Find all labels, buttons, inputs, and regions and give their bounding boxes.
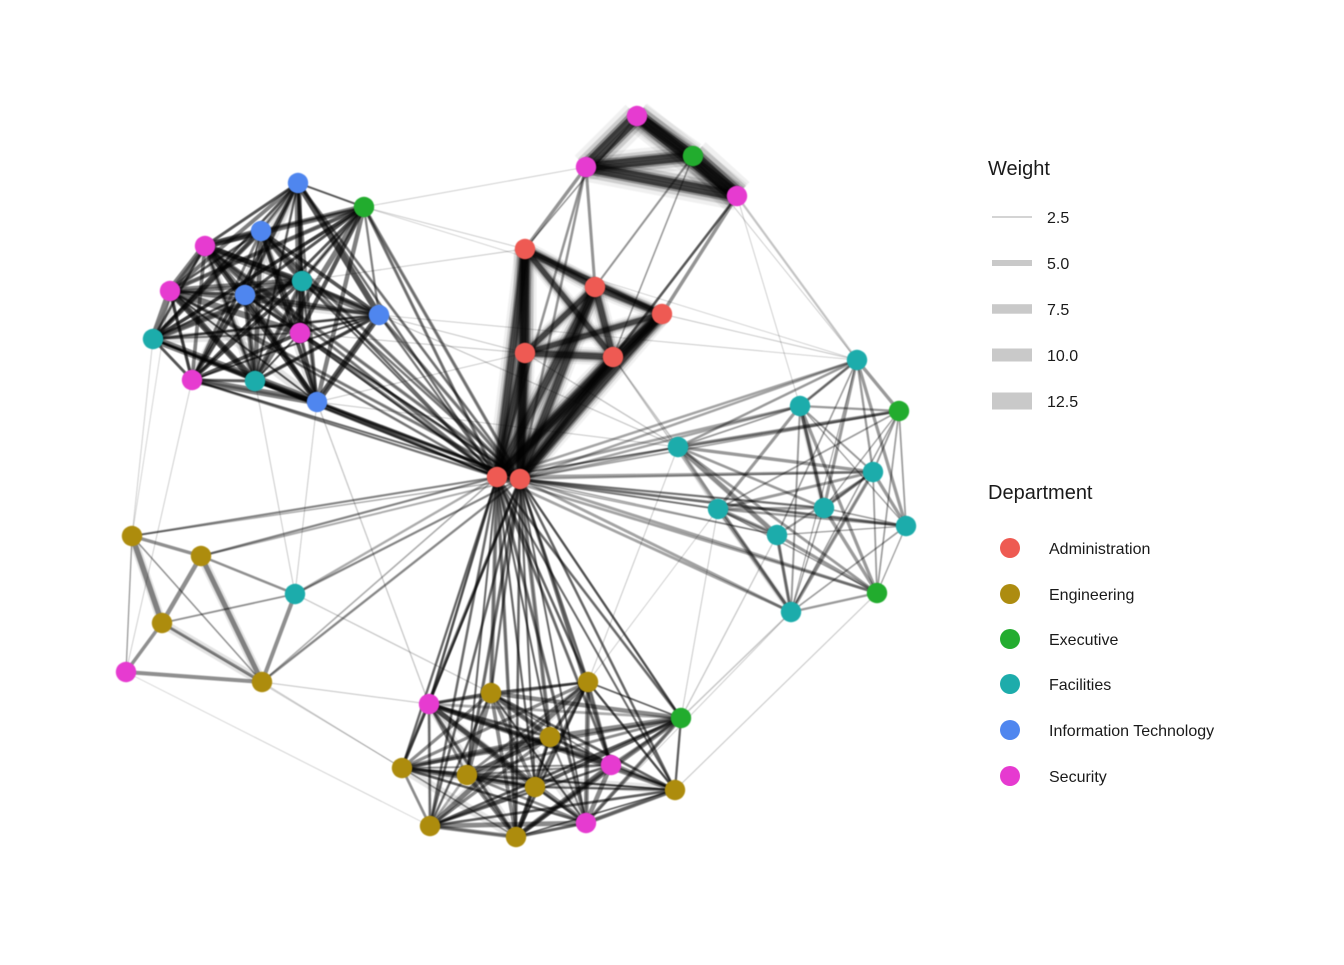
svg-text:5.0: 5.0 [1047,256,1069,273]
svg-text:Administration: Administration [1049,541,1150,558]
svg-text:12.5: 12.5 [1047,394,1078,411]
svg-text:Information Technology: Information Technology [1049,723,1214,740]
svg-text:Facilities: Facilities [1049,677,1111,694]
svg-text:Weight: Weight [988,158,1050,180]
svg-text:Executive: Executive [1049,632,1118,649]
svg-text:10.0: 10.0 [1047,348,1078,365]
svg-text:7.5: 7.5 [1047,302,1069,319]
svg-text:2.5: 2.5 [1047,210,1069,227]
svg-text:Engineering: Engineering [1049,587,1134,604]
svg-text:Department: Department [988,482,1093,504]
svg-text:Security: Security [1049,769,1107,786]
